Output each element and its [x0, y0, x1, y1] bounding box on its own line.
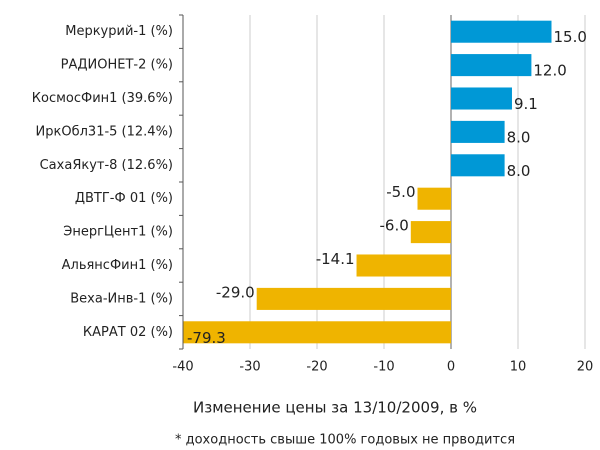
value-label: 8.0 [507, 162, 531, 180]
y-tick-label: Веха-Инв-1 (%) [70, 291, 173, 306]
bar [256, 287, 451, 310]
bar [451, 54, 532, 77]
value-label: -14.1 [316, 250, 355, 268]
x-tick-label: -40 [172, 360, 193, 375]
y-tick-label: КАРАТ 02 (%) [83, 325, 173, 340]
y-tick-label: РАДИОНЕТ-2 (%) [61, 58, 173, 73]
value-label: -5.0 [386, 183, 415, 201]
y-tick-label: ДВТГ-Ф 01 (%) [75, 191, 173, 206]
value-label: -6.0 [380, 217, 409, 235]
y-tick-label: ИркОбл31-5 (12.4%) [36, 124, 173, 139]
x-tick-label: 20 [577, 360, 594, 375]
x-tick-label: 10 [510, 360, 527, 375]
y-tick-label: СахаЯкут-8 (12.6%) [40, 158, 173, 173]
x-tick-label: -10 [373, 360, 394, 375]
labels: -40 -30 -20 -10 0 10 20 Меркурий-1 (%) 15.0 РАДИО… [32, 14, 594, 375]
bar [451, 120, 505, 143]
bar [356, 254, 451, 277]
bar [451, 87, 512, 110]
x-axis-label: Изменение цены за 13/10/2009, в % [193, 399, 477, 417]
bars [183, 20, 552, 344]
value-label: 12.0 [533, 62, 566, 80]
y-tick-label: КосмосФин1 (39.6%) [32, 91, 173, 106]
bar [410, 221, 451, 244]
y-tick-label: ЭнергЦент1 (%) [63, 225, 173, 240]
footnote: * доходность свыше 100% годовых не првод… [175, 433, 515, 448]
bar [451, 20, 552, 43]
bar [183, 321, 451, 344]
bar [451, 154, 505, 177]
y-tick-label: Меркурий-1 (%) [65, 24, 173, 39]
value-label: 9.1 [514, 95, 538, 113]
value-label: 15.0 [554, 28, 587, 46]
value-label: -29.0 [216, 283, 255, 301]
x-tick-label: 0 [447, 360, 455, 375]
x-tick-label: -30 [239, 360, 260, 375]
y-tick-label: АльянсФин1 (%) [62, 258, 173, 273]
x-tick-label: -20 [306, 360, 327, 375]
bar [417, 187, 451, 210]
value-label: 8.0 [507, 128, 531, 146]
value-label: -79.3 [187, 329, 226, 347]
